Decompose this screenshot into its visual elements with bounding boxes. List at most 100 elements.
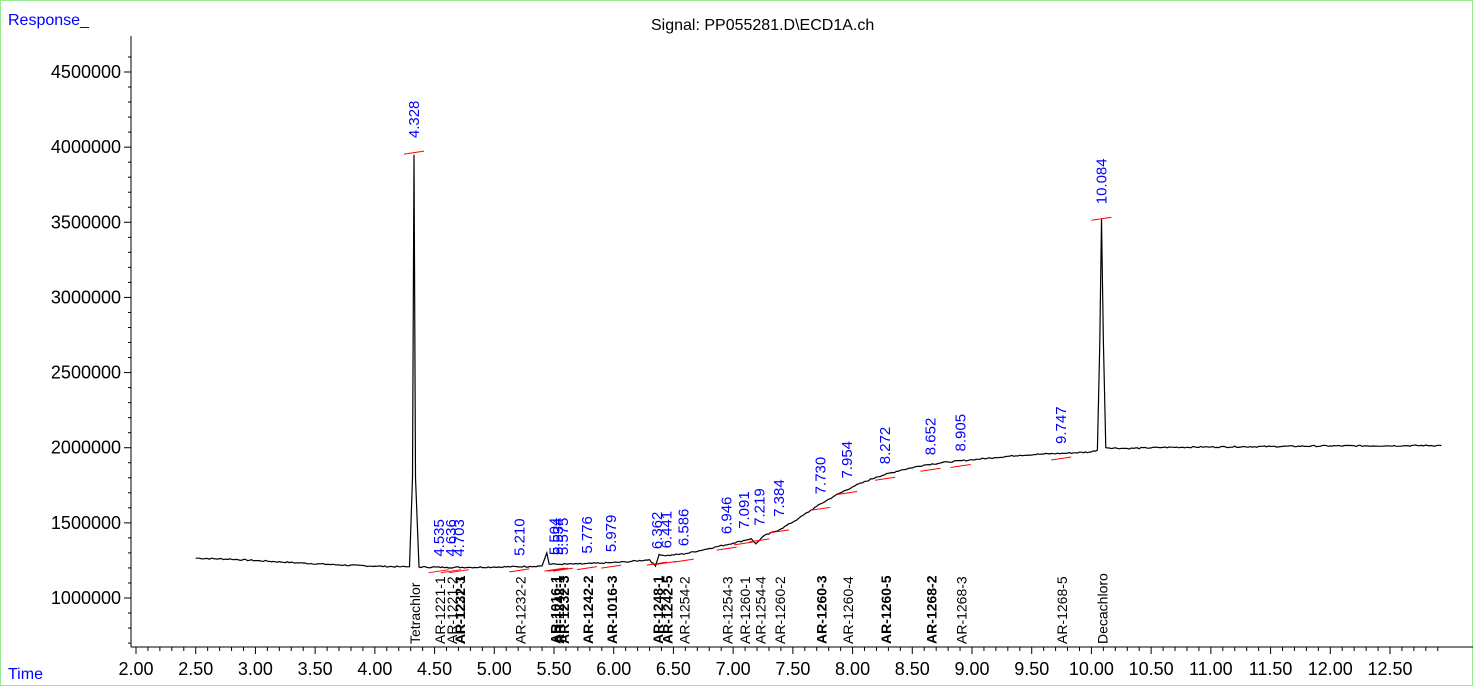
baseline-mark bbox=[1051, 456, 1072, 461]
baseline-mark bbox=[656, 560, 677, 565]
baseline-mark bbox=[768, 529, 790, 534]
compound-label: AR-1016-1 bbox=[547, 575, 563, 644]
y-tick-label: 3500000 bbox=[51, 212, 121, 232]
baseline-mark bbox=[440, 569, 461, 574]
compound-label: AR-1268-3 bbox=[954, 576, 970, 644]
compound-label: AR-1232-1 bbox=[452, 575, 468, 644]
compound-label: AR-1254-4 bbox=[752, 576, 768, 644]
retention-time-label: 7.384 bbox=[771, 479, 788, 517]
compound-label: AR-1242-2 bbox=[580, 575, 596, 644]
baseline-mark bbox=[544, 567, 565, 572]
compound-label: AR-1221-2 bbox=[444, 576, 460, 644]
baseline-mark bbox=[601, 564, 622, 569]
compound-label: AR-1260-2 bbox=[772, 576, 788, 644]
x-tick-label: 6.50 bbox=[656, 659, 691, 679]
retention-time-label: 7.091 bbox=[736, 491, 753, 529]
y-tick-label: 3000000 bbox=[51, 287, 121, 307]
baseline-mark bbox=[920, 467, 941, 472]
retention-time-label: 8.272 bbox=[877, 427, 894, 465]
baseline-mark bbox=[646, 561, 668, 566]
baseline-mark bbox=[428, 569, 449, 574]
baseline-mark bbox=[733, 541, 755, 546]
retention-time-label: 8.652 bbox=[922, 418, 939, 456]
compound-label: AR-1260-3 bbox=[813, 575, 829, 644]
retention-time-label: 7.954 bbox=[839, 441, 856, 479]
compound-label: AR-1260-1 bbox=[737, 576, 753, 644]
x-tick-label: 6.00 bbox=[596, 659, 631, 679]
baseline-mark bbox=[576, 566, 598, 571]
y-tick-label: 2000000 bbox=[51, 438, 121, 458]
signal-title: Signal: PP055281.D\ECD1A.ch bbox=[651, 17, 875, 34]
retention-time-label: 4.535 bbox=[431, 519, 448, 557]
x-tick-label: 10.00 bbox=[1069, 659, 1114, 679]
retention-time-label: 5.504 bbox=[546, 518, 563, 556]
compound-label: AR-1268-5 bbox=[1054, 576, 1070, 644]
x-tick-label: 4.50 bbox=[417, 659, 452, 679]
compound-label: AR-1016-3 bbox=[604, 575, 620, 644]
x-tick-label: 4.00 bbox=[357, 659, 392, 679]
y-tick-label: 1500000 bbox=[51, 513, 121, 533]
baseline-mark bbox=[810, 506, 831, 511]
y-tick-label: 4000000 bbox=[51, 137, 121, 157]
retention-time-label: 9.747 bbox=[1053, 406, 1070, 444]
x-tick-label: 7.00 bbox=[716, 659, 751, 679]
retention-time-label: 8.905 bbox=[953, 414, 970, 452]
retention-time-label: 4.703 bbox=[451, 519, 468, 557]
x-tick-label: 11.00 bbox=[1189, 659, 1233, 679]
x-tick-label: 2.00 bbox=[118, 659, 153, 679]
y-tick-label: 4500000 bbox=[51, 62, 121, 82]
compound-label: AR-1254-2 bbox=[677, 576, 693, 644]
compound-label: AR-1242-1 bbox=[551, 575, 567, 644]
compound-label: AR-1268-2 bbox=[923, 575, 939, 644]
x-tick-label: 3.00 bbox=[238, 659, 273, 679]
y-tick-label: 2500000 bbox=[51, 363, 121, 383]
retention-time-label: 4.328 bbox=[406, 101, 423, 139]
baseline-mark bbox=[547, 567, 569, 572]
baseline-mark bbox=[448, 569, 469, 574]
x-tick-label: 8.00 bbox=[835, 659, 870, 679]
baseline-mark bbox=[673, 558, 694, 563]
retention-time-label: 6.946 bbox=[719, 497, 736, 535]
x-tick-label: 12.50 bbox=[1367, 659, 1412, 679]
retention-time-label: 5.210 bbox=[511, 518, 528, 556]
baseline-mark bbox=[509, 568, 530, 573]
compound-label: AR-1260-4 bbox=[840, 576, 856, 644]
x-tick-label: 9.50 bbox=[1014, 659, 1049, 679]
signal-trace bbox=[195, 154, 1442, 569]
baseline-mark bbox=[874, 476, 896, 481]
x-tick-label: 10.50 bbox=[1129, 659, 1174, 679]
x-tick-label: 11.50 bbox=[1249, 659, 1293, 679]
x-tick-label: 5.50 bbox=[536, 659, 571, 679]
retention-time-label: 5.575 bbox=[555, 518, 572, 556]
x-tick-label: 8.50 bbox=[895, 659, 930, 679]
retention-time-label: 5.979 bbox=[603, 515, 620, 553]
x-tick-label: 12.00 bbox=[1308, 659, 1353, 679]
x-tick-label: 2.50 bbox=[178, 659, 213, 679]
x-tick-label: 5.00 bbox=[477, 659, 512, 679]
baseline-mark bbox=[837, 491, 858, 496]
compound-label: AR-1221-3 bbox=[452, 576, 468, 644]
retention-time-label: 4.636 bbox=[443, 519, 460, 557]
y-tick-label: 1000000 bbox=[51, 588, 121, 608]
retention-time-label: 6.441 bbox=[658, 511, 675, 549]
compound-label: AR-1232-2 bbox=[512, 576, 528, 644]
baseline-mark bbox=[716, 546, 737, 551]
compound-label: AR-1254-3 bbox=[720, 576, 736, 644]
baseline-mark bbox=[749, 538, 770, 543]
retention-time-label: 5.534 bbox=[550, 518, 567, 556]
retention-time-label: 7.730 bbox=[812, 457, 829, 495]
response-axis-label: Response_ bbox=[8, 12, 89, 29]
compound-label: Tetrachlor bbox=[407, 582, 423, 644]
time-axis-label: Time bbox=[8, 666, 43, 683]
baseline-mark bbox=[552, 567, 574, 572]
compound-label: AR-1232-3 bbox=[556, 575, 572, 644]
baseline-mark bbox=[1091, 216, 1112, 221]
compound-label: AR-1242-5 bbox=[659, 575, 675, 644]
compound-label: AR-1248-1 bbox=[650, 575, 666, 644]
retention-time-label: 5.776 bbox=[579, 516, 596, 554]
retention-time-label: 7.219 bbox=[751, 488, 768, 526]
baseline-mark bbox=[950, 463, 971, 468]
x-tick-label: 7.50 bbox=[775, 659, 810, 679]
compound-label: AR-1260-5 bbox=[878, 575, 894, 644]
